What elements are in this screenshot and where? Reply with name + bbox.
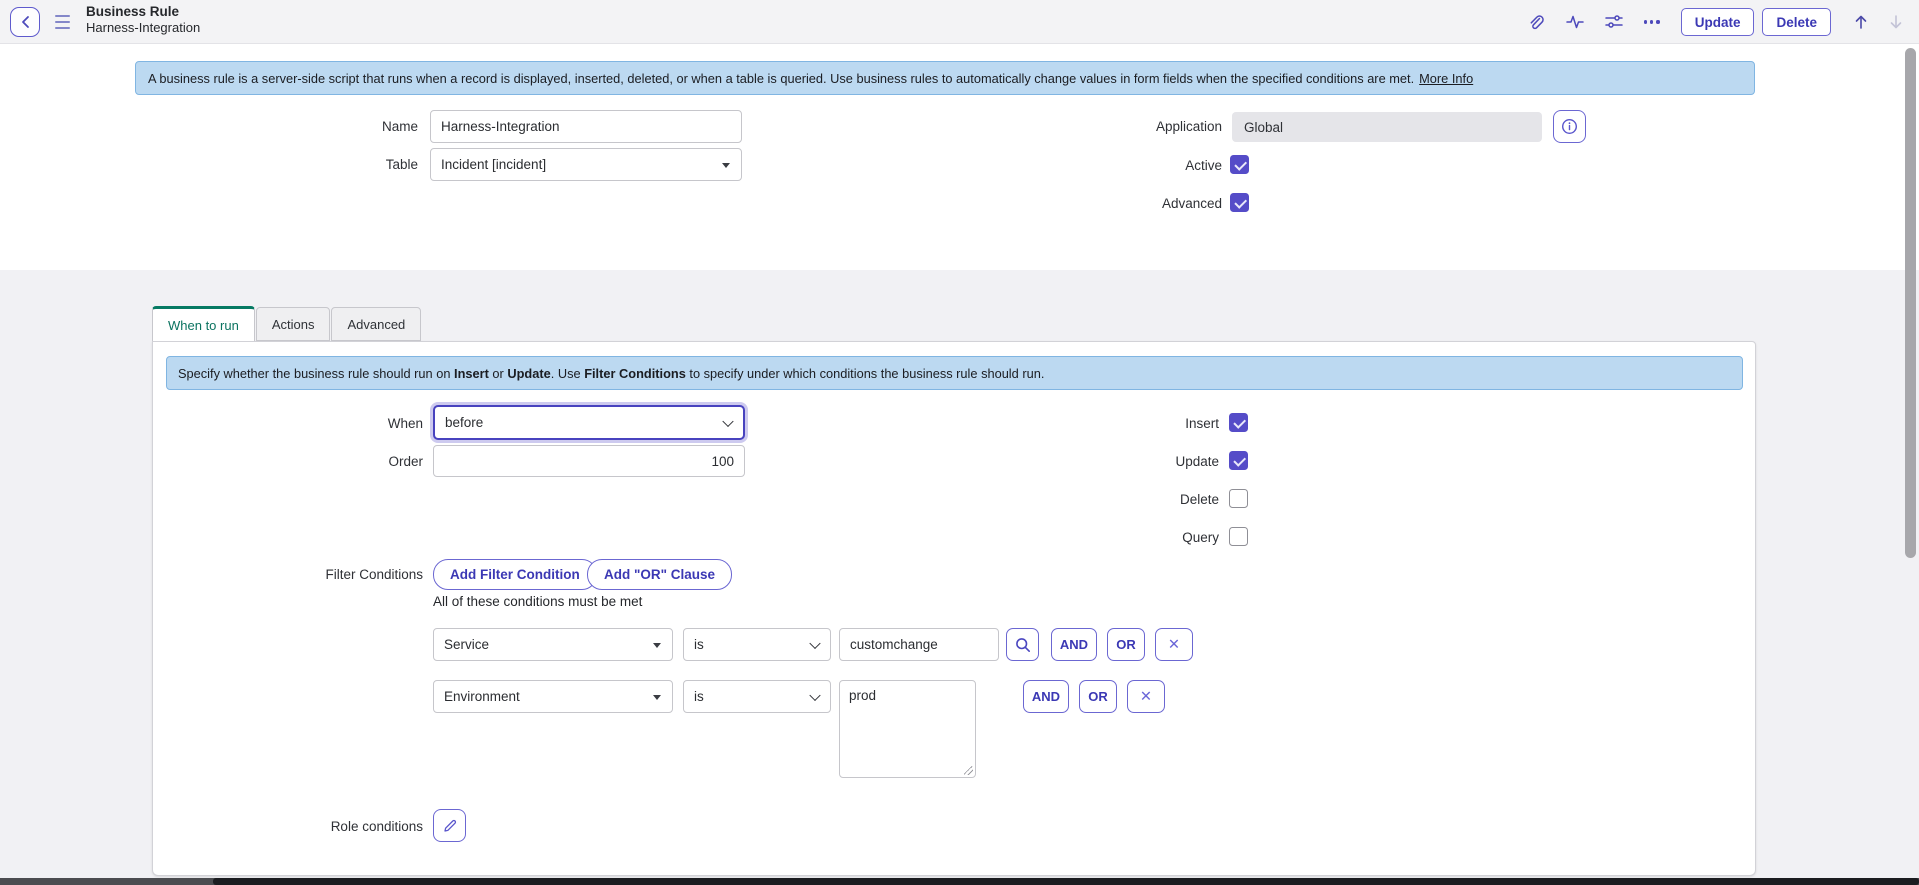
chevron-down-icon	[809, 637, 821, 649]
query-label: Query	[1182, 530, 1219, 545]
application-info-button[interactable]	[1553, 110, 1586, 143]
remove-condition-button[interactable]: ✕	[1127, 680, 1165, 713]
when-select[interactable]: before	[433, 405, 745, 440]
chevron-left-icon	[21, 16, 29, 28]
panel-info-banner: Specify whether the business rule should…	[166, 356, 1743, 390]
next-record-icon[interactable]	[1887, 13, 1905, 31]
header-actions: Update Delete	[1527, 0, 1905, 44]
condition-lookup-button[interactable]	[1006, 628, 1039, 661]
table-label: Table	[385, 157, 418, 172]
page-title: Business Rule Harness-Integration	[86, 4, 200, 35]
when-select-value: before	[445, 415, 484, 430]
tab-advanced[interactable]: Advanced	[331, 307, 422, 341]
tab-when-to-run[interactable]: When to run	[152, 306, 255, 341]
caret-down-icon	[722, 162, 730, 168]
application-label: Application	[1155, 119, 1222, 134]
and-button[interactable]: AND	[1023, 680, 1069, 713]
name-label: Name	[381, 119, 418, 134]
vertical-scrollbar[interactable]	[1905, 48, 1916, 558]
pencil-icon	[443, 819, 456, 832]
banner-text: Specify whether the business rule should…	[178, 365, 455, 381]
context-menu-icon[interactable]	[55, 15, 70, 29]
condition-field-select[interactable]: Service	[433, 628, 673, 661]
table-select[interactable]: Incident [incident]	[430, 148, 742, 181]
caret-down-icon	[653, 642, 661, 648]
condition-field-value: Environment	[444, 689, 520, 704]
search-icon	[1015, 637, 1030, 652]
condition-value-input[interactable]	[839, 628, 999, 661]
condition-value-textarea-wrap: prod	[839, 680, 976, 778]
attachment-icon[interactable]	[1527, 13, 1545, 31]
insert-checkbox[interactable]	[1229, 413, 1248, 432]
form-header-section: A business rule is a server-side script …	[0, 44, 1919, 270]
banner-bold-insert: Insert	[454, 365, 489, 381]
condition-operator-value: is	[694, 637, 704, 652]
delete-button[interactable]: Delete	[1762, 8, 1831, 36]
update-label: Update	[1175, 454, 1219, 469]
query-checkbox[interactable]	[1229, 527, 1248, 546]
order-label: Order	[388, 454, 423, 469]
update-button[interactable]: Update	[1680, 8, 1755, 36]
chevron-down-icon	[722, 415, 734, 427]
banner-text: . Use	[550, 365, 585, 381]
condition-field-value: Service	[444, 637, 490, 652]
banner-text: or	[488, 365, 508, 381]
role-conditions-label: Role conditions	[330, 819, 423, 834]
or-button[interactable]: OR	[1107, 628, 1145, 661]
edit-role-conditions-button[interactable]	[433, 809, 466, 842]
close-icon: ✕	[1139, 688, 1153, 705]
info-banner-text: A business rule is a server-side script …	[148, 70, 1415, 86]
condition-operator-select[interactable]: is	[683, 628, 831, 661]
close-icon: ✕	[1167, 636, 1181, 653]
back-button[interactable]	[10, 7, 40, 37]
tab-section: When to run Actions Advanced Specify whe…	[0, 270, 1919, 885]
condition-value-textarea[interactable]: prod	[839, 680, 976, 778]
previous-record-icon[interactable]	[1852, 13, 1870, 31]
more-info-link[interactable]: More Info	[1419, 70, 1474, 86]
condition-field-select[interactable]: Environment	[433, 680, 673, 713]
info-banner: A business rule is a server-side script …	[135, 61, 1755, 95]
all-conditions-text: All of these conditions must be met	[433, 594, 643, 609]
table-select-value: Incident [incident]	[441, 157, 547, 172]
banner-bold-update: Update	[507, 365, 551, 381]
insert-label: Insert	[1185, 416, 1219, 431]
remove-condition-button[interactable]: ✕	[1155, 628, 1193, 661]
order-input[interactable]	[433, 445, 745, 477]
delete-label: Delete	[1179, 492, 1219, 507]
condition-operator-select[interactable]: is	[683, 680, 831, 713]
active-checkbox[interactable]	[1230, 155, 1249, 174]
more-options-icon[interactable]	[1643, 20, 1660, 24]
caret-down-icon	[653, 694, 661, 700]
name-input[interactable]	[430, 110, 742, 143]
tab-actions[interactable]: Actions	[255, 307, 331, 341]
delete-checkbox[interactable]	[1229, 489, 1248, 508]
advanced-label: Advanced	[1161, 196, 1222, 211]
record-type-title: Business Rule	[86, 4, 180, 19]
add-or-clause-button[interactable]: Add "OR" Clause	[587, 559, 733, 590]
activity-stream-icon[interactable]	[1565, 13, 1584, 31]
info-icon	[1561, 118, 1578, 135]
tab-strip: When to run Actions Advanced	[152, 306, 422, 341]
and-button[interactable]: AND	[1051, 628, 1097, 661]
record-name-subtitle: Harness-Integration	[86, 19, 201, 35]
horizontal-scrollbar-track[interactable]	[0, 878, 1919, 885]
header-bar: Business Rule Harness-Integration Update…	[0, 0, 1919, 44]
when-label: When	[387, 416, 423, 431]
add-filter-condition-button[interactable]: Add Filter Condition	[433, 559, 597, 590]
when-to-run-panel: Specify whether the business rule should…	[152, 341, 1756, 876]
active-label: Active	[1185, 158, 1222, 173]
or-button[interactable]: OR	[1079, 680, 1117, 713]
advanced-checkbox[interactable]	[1230, 193, 1249, 212]
update-checkbox[interactable]	[1229, 451, 1248, 470]
chevron-down-icon	[809, 689, 821, 701]
banner-text: to specify under which conditions the bu…	[685, 365, 1045, 381]
condition-operator-value: is	[694, 689, 704, 704]
filter-conditions-label: Filter Conditions	[325, 567, 423, 582]
horizontal-scrollbar-thumb[interactable]	[213, 878, 1919, 885]
personalize-form-icon[interactable]	[1604, 13, 1623, 31]
application-field: Global	[1232, 112, 1542, 142]
banner-bold-filter-conditions: Filter Conditions	[584, 365, 686, 381]
